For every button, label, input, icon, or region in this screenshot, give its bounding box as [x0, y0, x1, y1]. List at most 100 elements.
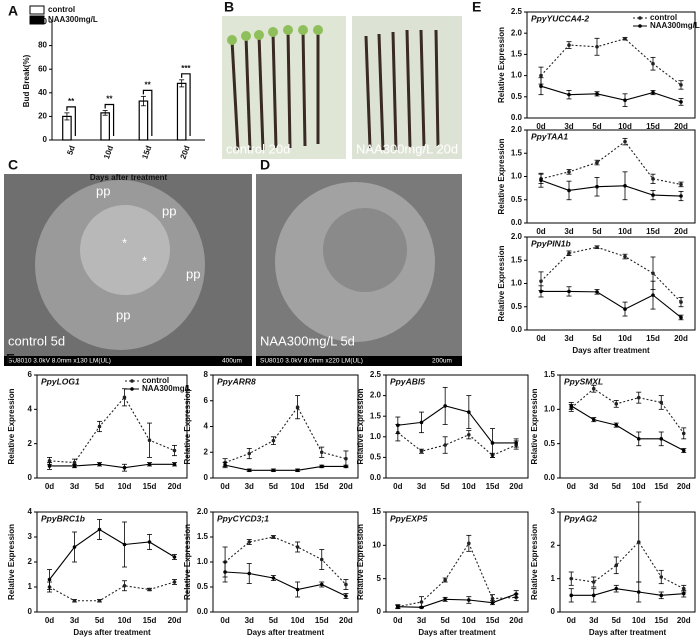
y-tick-label: 0.0: [197, 607, 209, 616]
series-line: [49, 396, 175, 464]
point: [623, 36, 627, 41]
x-tick-label: 15d: [486, 482, 500, 491]
x-tick-label: 5d: [95, 616, 104, 625]
y-tick-label: 0.5: [511, 302, 523, 311]
point: [223, 570, 227, 574]
x-axis-label: Days after treatment: [572, 346, 650, 355]
chart-title: PpyYUCCA4-2: [531, 13, 589, 23]
point: [539, 178, 543, 183]
point: [295, 545, 300, 549]
y-tick-label: 1.0: [511, 71, 523, 80]
y-tick-label: 1.0: [370, 432, 382, 441]
point: [467, 541, 471, 546]
y-tick-label: 1.5: [511, 148, 523, 157]
point: [319, 450, 324, 455]
point: [295, 468, 300, 473]
y-tick-label: 0: [377, 607, 382, 616]
point: [147, 540, 152, 544]
significance-label: **: [145, 80, 152, 89]
x-tick-label: 3d: [70, 482, 79, 491]
legend-label: NAA300mg/L: [142, 384, 192, 393]
point: [72, 545, 77, 549]
significance-bracket: [66, 106, 76, 136]
y-tick-label: 4: [28, 507, 33, 516]
point: [651, 293, 655, 297]
x-tick-label: 10d: [618, 227, 632, 236]
x-tick-label: 15d: [654, 482, 668, 491]
series-line: [571, 541, 685, 590]
y-tick-label: 60: [38, 64, 47, 73]
x-tick-label: 20d: [674, 122, 688, 131]
x-tick-label: 15d: [646, 334, 660, 343]
x-axis-label: Days after treatment: [73, 628, 151, 637]
series-line: [540, 38, 682, 86]
y-tick-label: 2: [551, 540, 556, 549]
point: [651, 193, 655, 197]
photo-caption: NAA300mg/L 20d: [356, 141, 458, 156]
x-tick-label: 15d: [143, 482, 157, 491]
point: [419, 600, 424, 604]
point: [443, 578, 447, 582]
point: [172, 462, 177, 467]
point: [72, 464, 77, 468]
y-tick-label: 2.0: [370, 391, 382, 400]
x-tick-label: 3d: [564, 334, 573, 343]
point: [569, 593, 574, 598]
scale-label: 200um: [432, 358, 452, 365]
series-line: [224, 536, 347, 585]
y-tick-label: 1.0: [511, 279, 523, 288]
y-axis-label: Relative Expression: [7, 524, 16, 600]
point: [122, 395, 127, 400]
chart-title: PpySMXL: [564, 376, 603, 386]
legend-marker: [130, 379, 134, 383]
y-axis-label: Relative Expression: [530, 388, 539, 464]
y-tick-label: 10: [372, 540, 381, 549]
chart-title: PpyPIN1b: [531, 238, 571, 248]
point: [651, 271, 655, 276]
y-tick-label: 0.0: [544, 473, 556, 482]
x-tick-label: 5d: [440, 482, 449, 491]
y-tick-label: 6: [204, 396, 209, 405]
series-line: [397, 542, 517, 608]
chart-title: PpyLOG1: [41, 376, 80, 386]
point: [344, 456, 348, 461]
y-tick-label: 0.5: [370, 453, 382, 462]
series-line: [225, 571, 347, 597]
y-tick-label: 1: [28, 582, 33, 591]
chart-title: PpyAG2: [564, 513, 597, 523]
x-tick-label: 5d: [592, 227, 601, 236]
point: [679, 194, 683, 198]
significance-bracket: [142, 89, 153, 136]
x-tick-label: 10d: [632, 482, 646, 491]
point: [595, 184, 599, 189]
x-tick-label: 10d: [102, 144, 115, 160]
point: [681, 586, 686, 591]
legend-marker: [638, 24, 642, 28]
point: [419, 449, 424, 454]
y-tick-label: 40: [38, 88, 47, 97]
point: [567, 170, 571, 174]
y-axis-label: Relative Expression: [356, 388, 365, 464]
y-tick-label: 5: [377, 574, 382, 583]
x-tick-label: 0d: [393, 616, 402, 625]
x-tick-label: 20d: [674, 227, 688, 236]
y-tick-label: 0: [43, 135, 48, 144]
annotation: pp: [186, 266, 200, 281]
x-tick-label: 10d: [118, 482, 132, 491]
point: [679, 182, 683, 187]
point: [97, 424, 102, 429]
point: [591, 580, 596, 584]
point: [623, 139, 627, 144]
significance-bracket: [104, 103, 115, 136]
point: [396, 604, 400, 609]
point: [72, 460, 77, 465]
sem-info: SU8010 3.0kV 8.0mm x130 LM(UL): [8, 358, 111, 365]
y-axis-label: Relative Expression: [530, 524, 539, 600]
legend-label: NAA300mg/L: [650, 21, 700, 30]
y-tick-label: 1.0: [544, 404, 556, 413]
panel-label: B: [224, 0, 234, 15]
point: [679, 300, 683, 304]
point: [623, 184, 627, 188]
point: [595, 245, 599, 250]
y-tick-label: 3: [551, 507, 556, 516]
